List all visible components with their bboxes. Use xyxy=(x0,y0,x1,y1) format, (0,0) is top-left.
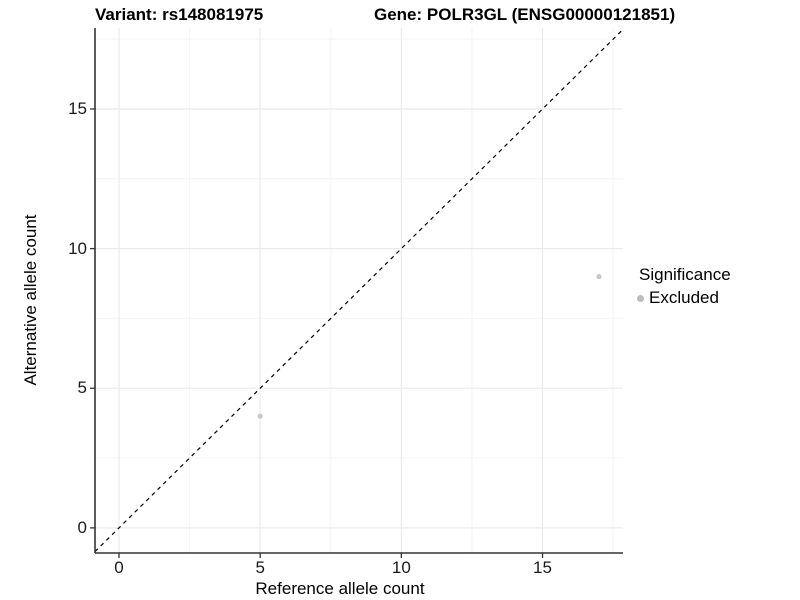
x-tick-label: 15 xyxy=(533,558,552,577)
data-point xyxy=(596,273,602,280)
y-tick-label: 10 xyxy=(68,238,87,258)
y-tick-label: 5 xyxy=(77,378,87,398)
plot-canvas xyxy=(90,28,624,558)
y-axis-title: Alternative allele count xyxy=(21,214,40,386)
x-tick-label: 0 xyxy=(114,558,124,577)
y-tick-label: 15 xyxy=(68,98,87,118)
y-tick-label: 0 xyxy=(77,517,87,537)
variant-title: Variant: rs148081975 xyxy=(95,5,264,24)
x-tick-label: 5 xyxy=(255,558,265,577)
legend-entry-excluded: Excluded xyxy=(637,288,731,308)
plot-panel xyxy=(90,28,624,558)
identity-dashed-line xyxy=(94,28,624,553)
legend-entry-label: Excluded xyxy=(649,288,719,307)
x-axis-title: Reference allele count xyxy=(255,579,425,598)
legend: Significance Excluded xyxy=(637,265,731,308)
data-point xyxy=(257,413,263,419)
legend-title: Significance xyxy=(639,265,731,284)
excluded-point-icon xyxy=(637,294,644,302)
x-tick-label: 10 xyxy=(391,558,411,577)
gene-title: Gene: POLR3GL (ENSG00000121851) xyxy=(374,5,676,24)
